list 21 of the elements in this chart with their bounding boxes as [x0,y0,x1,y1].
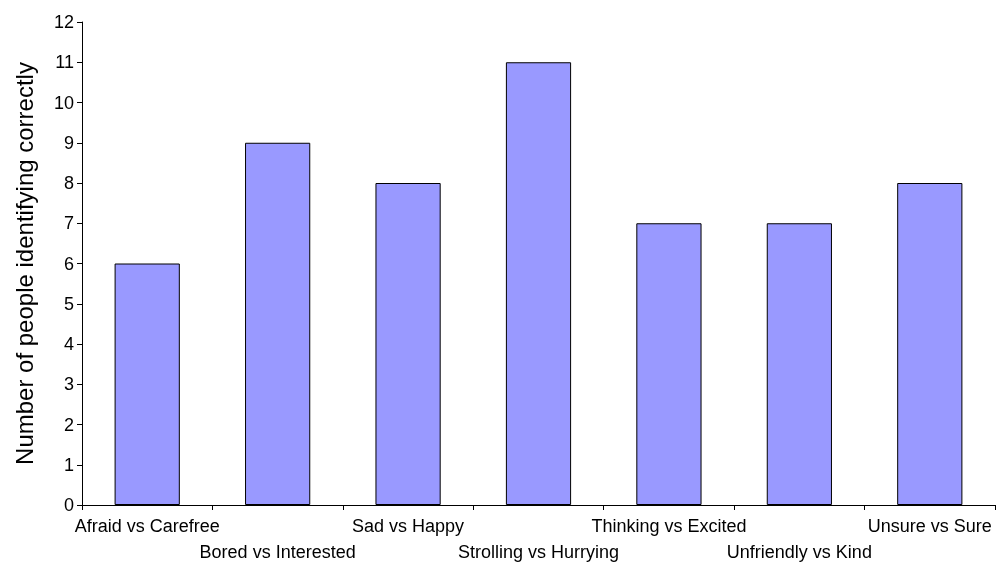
y-tick-label: 1 [63,454,74,475]
y-tick-label: 11 [55,52,74,73]
y-tick-label: 6 [63,253,74,274]
y-tick-label: 5 [63,293,74,314]
x-tick-label: Afraid vs Carefree [74,516,220,536]
x-tick-label: Bored vs Interested [199,542,356,562]
x-tick-label: Sad vs Happy [352,516,465,536]
y-tick-label: 3 [63,374,74,395]
y-tick-label: 9 [63,132,74,153]
y-tick-label: 12 [53,12,74,32]
y-tick-label: 10 [53,92,74,113]
y-tick-label: 8 [63,173,74,193]
y-tick-label: 7 [63,213,74,234]
y-tick-label: 4 [63,334,74,354]
x-tick-label: Thinking vs Excited [591,516,747,536]
x-tick-label: Strolling vs Hurrying [457,542,620,562]
x-tick-label: Unsure vs Sure [867,516,992,536]
x-tick-label: Unfriendly vs Kind [726,542,872,562]
y-axis-title: Number of people identifying correctly [10,62,38,465]
y-tick-label: 2 [63,414,74,435]
y-tick-label: 0 [63,495,74,515]
